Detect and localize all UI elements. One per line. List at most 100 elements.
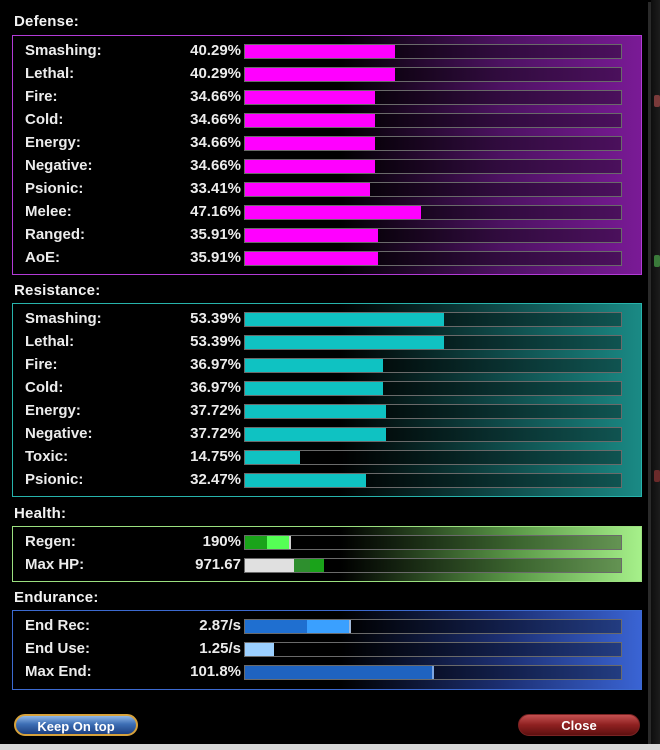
defense-bar-fill [245, 229, 379, 242]
combat-attributes-window: Defense: Smashing: 40.29% Lethal: 40.29%… [2, 2, 651, 746]
endurance-row-recovery: End Rec: 2.87/s [13, 615, 643, 638]
background-edge [651, 0, 660, 750]
defense-bar [244, 182, 622, 197]
resistance-value: 37.72% [190, 402, 241, 419]
defense-row-melee: Melee: 47.16% [13, 201, 643, 224]
regen-bar [244, 535, 622, 550]
resistance-label: Cold: [25, 379, 64, 396]
defense-value: 34.66% [190, 111, 241, 128]
health-label: Max HP: [25, 556, 85, 573]
defense-row-aoe: AoE: 35.91% [13, 247, 643, 270]
defense-bar-fill [245, 114, 375, 127]
defense-value: 40.29% [190, 65, 241, 82]
defense-bar [244, 113, 622, 128]
resistance-row-toxic: Toxic: 14.75% [13, 446, 643, 469]
defense-label: Cold: [25, 111, 64, 128]
resistance-label: Psionic: [25, 471, 84, 488]
endurance-label: End Rec: [25, 617, 91, 634]
defense-value: 40.29% [190, 42, 241, 59]
endurance-value: 2.87/s [199, 617, 241, 634]
resistance-value: 37.72% [190, 425, 241, 442]
resistance-bar-fill [245, 313, 445, 326]
keep-on-top-button[interactable]: Keep On top [14, 714, 138, 736]
defense-label: Negative: [25, 157, 93, 174]
resistance-label: Lethal: [25, 333, 75, 350]
resistance-value: 32.47% [190, 471, 241, 488]
resistance-value: 36.97% [190, 356, 241, 373]
regen-bar-base [245, 536, 267, 549]
endurance-panel: End Rec: 2.87/s End Use: 1.25/s Max End:… [12, 610, 642, 690]
defense-title: Defense: [14, 13, 79, 30]
endurance-value: 1.25/s [199, 640, 241, 657]
resistance-value: 53.39% [190, 333, 241, 350]
resistance-bar [244, 427, 622, 442]
health-value: 971.67 [195, 556, 241, 573]
regen-bar-bonus [267, 536, 289, 549]
defense-label: Psionic: [25, 180, 84, 197]
defense-row-energy: Energy: 34.66% [13, 132, 643, 155]
resistance-panel: Smashing: 53.39% Lethal: 53.39% Fire: 36… [12, 303, 642, 497]
resistance-bar-fill [245, 451, 300, 464]
defense-bar [244, 90, 622, 105]
end-rec-bar [244, 619, 622, 634]
resistance-label: Fire: [25, 356, 58, 373]
defense-value: 33.41% [190, 180, 241, 197]
resistance-row-cold: Cold: 36.97% [13, 377, 643, 400]
health-title: Health: [14, 505, 67, 522]
resistance-bar-fill [245, 359, 383, 372]
defense-row-fire: Fire: 34.66% [13, 86, 643, 109]
defense-row-ranged: Ranged: 35.91% [13, 224, 643, 247]
defense-value: 34.66% [190, 157, 241, 174]
resistance-bar [244, 404, 622, 419]
resistance-row-fire: Fire: 36.97% [13, 354, 643, 377]
defense-value: 47.16% [190, 203, 241, 220]
defense-label: Fire: [25, 88, 58, 105]
resistance-row-smashing: Smashing: 53.39% [13, 308, 643, 331]
defense-bar-fill [245, 137, 375, 150]
resistance-bar-fill [245, 428, 386, 441]
resistance-value: 36.97% [190, 379, 241, 396]
resistance-bar [244, 381, 622, 396]
resistance-bar [244, 358, 622, 373]
defense-label: Lethal: [25, 65, 75, 82]
edge-marker [654, 95, 660, 107]
resistance-bar [244, 473, 622, 488]
endurance-title: Endurance: [14, 589, 99, 606]
health-label: Regen: [25, 533, 76, 550]
maxhp-bar [244, 558, 622, 573]
defense-value: 35.91% [190, 249, 241, 266]
defense-label: AoE: [25, 249, 60, 266]
health-panel: Regen: 190% Max HP: 971.67 [12, 526, 642, 582]
resistance-row-psionic: Psionic: 32.47% [13, 469, 643, 492]
health-value: 190% [202, 533, 241, 550]
defense-row-negative: Negative: 34.66% [13, 155, 643, 178]
resistance-row-energy: Energy: 37.72% [13, 400, 643, 423]
resistance-row-negative: Negative: 37.72% [13, 423, 643, 446]
defense-value: 34.66% [190, 88, 241, 105]
end-use-bar-fill [245, 643, 274, 656]
resistance-bar [244, 335, 622, 350]
health-row-maxhp: Max HP: 971.67 [13, 554, 643, 577]
maxhp-bar-base [245, 559, 294, 572]
defense-bar [244, 159, 622, 174]
resistance-value: 14.75% [190, 448, 241, 465]
resistance-label: Negative: [25, 425, 93, 442]
resistance-bar-fill [245, 336, 445, 349]
end-rec-bar-bonus [307, 620, 349, 633]
maxhp-bar-bonus [294, 559, 310, 572]
defense-label: Energy: [25, 134, 81, 151]
defense-value: 35.91% [190, 226, 241, 243]
resistance-bar [244, 312, 622, 327]
defense-bar [244, 44, 622, 59]
defense-panel: Smashing: 40.29% Lethal: 40.29% Fire: 34… [12, 35, 642, 275]
resistance-label: Smashing: [25, 310, 102, 327]
max-end-bar [244, 665, 622, 680]
resistance-title: Resistance: [14, 282, 101, 299]
defense-bar-fill [245, 91, 375, 104]
defense-label: Melee: [25, 203, 72, 220]
close-button[interactable]: Close [518, 714, 640, 736]
defense-row-psionic: Psionic: 33.41% [13, 178, 643, 201]
defense-bar-fill [245, 45, 396, 58]
window-bottom-strip [0, 744, 660, 750]
endurance-label: Max End: [25, 663, 92, 680]
